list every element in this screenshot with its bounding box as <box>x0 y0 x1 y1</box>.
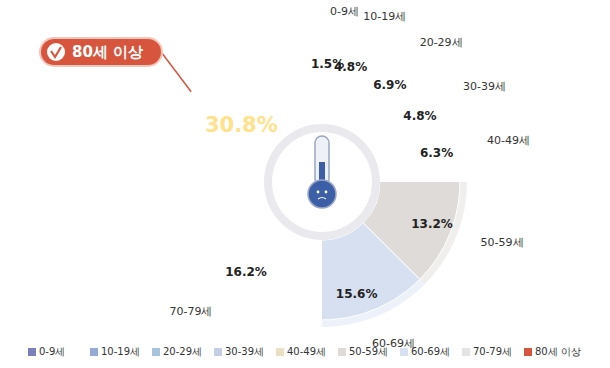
callout-line <box>161 52 191 92</box>
category-label: 70-79세 <box>170 305 213 318</box>
legend-swatch <box>152 348 160 356</box>
data-label: 30.8% <box>205 113 278 137</box>
callout-label: 80세 이상 <box>72 43 143 61</box>
thermo-eye <box>325 191 328 194</box>
thermo-bulb <box>308 180 336 208</box>
data-label: 13.2% <box>411 217 453 231</box>
chart: 1.5%4.8%6.9%4.8%6.3%13.2%15.6%16.2%30.8%… <box>0 0 610 368</box>
legend-label: 10-19세 <box>101 346 140 357</box>
data-label: 6.9% <box>373 78 406 92</box>
center-ring <box>264 124 380 240</box>
legend-label: 80세 이상 <box>535 346 581 357</box>
legend-label: 40-49세 <box>287 346 326 357</box>
legend-swatch <box>400 348 408 356</box>
legend-swatch <box>28 348 36 356</box>
legend-label: 70-79세 <box>473 346 512 357</box>
category-label: 10-19세 <box>363 10 406 23</box>
center-icon <box>264 124 380 240</box>
data-label: 6.3% <box>420 146 453 160</box>
data-labels: 1.5%4.8%6.9%4.8%6.3%13.2%15.6%16.2%30.8% <box>205 57 453 302</box>
data-label: 16.2% <box>225 265 267 279</box>
legend-swatch <box>524 348 532 356</box>
pie: 1.5%4.8%6.9%4.8%6.3%13.2%15.6%16.2%30.8%… <box>163 5 530 350</box>
category-label: 20-29세 <box>420 36 463 49</box>
legend-swatch <box>90 348 98 356</box>
category-labels: 0-9세10-19세20-29세30-39세40-49세50-59세60-69세… <box>170 5 530 350</box>
callout: 80세 이상 <box>40 38 191 92</box>
thermo-eye <box>317 191 320 194</box>
thermo-mouth <box>318 198 326 200</box>
center-disc <box>272 132 372 232</box>
legend-swatch <box>462 348 470 356</box>
category-label: 50-59세 <box>481 236 524 249</box>
data-label: 4.8% <box>334 60 367 74</box>
legend-swatch <box>276 348 284 356</box>
legend-label: 0-9세 <box>39 346 65 357</box>
legend-label: 30-39세 <box>225 346 264 357</box>
legend-label: 50-59세 <box>349 346 388 357</box>
category-label: 40-49세 <box>487 134 530 147</box>
legend-label: 60-69세 <box>411 346 450 357</box>
legend-swatch <box>214 348 222 356</box>
legend: 0-9세 10-19세 20-29세 30-39세 40-49세 50-59세 60-69세… <box>28 346 581 357</box>
data-label: 15.6% <box>336 287 378 301</box>
callout-check <box>51 47 61 57</box>
category-label: 0-9세 <box>330 5 359 18</box>
callout-box <box>40 38 162 66</box>
category-label: 30-39세 <box>463 80 506 93</box>
legend-swatch <box>338 348 346 356</box>
legend-label: 20-29세 <box>163 346 202 357</box>
slices <box>322 182 467 327</box>
callout-check-bg <box>47 43 65 61</box>
data-label: 4.8% <box>403 109 436 123</box>
